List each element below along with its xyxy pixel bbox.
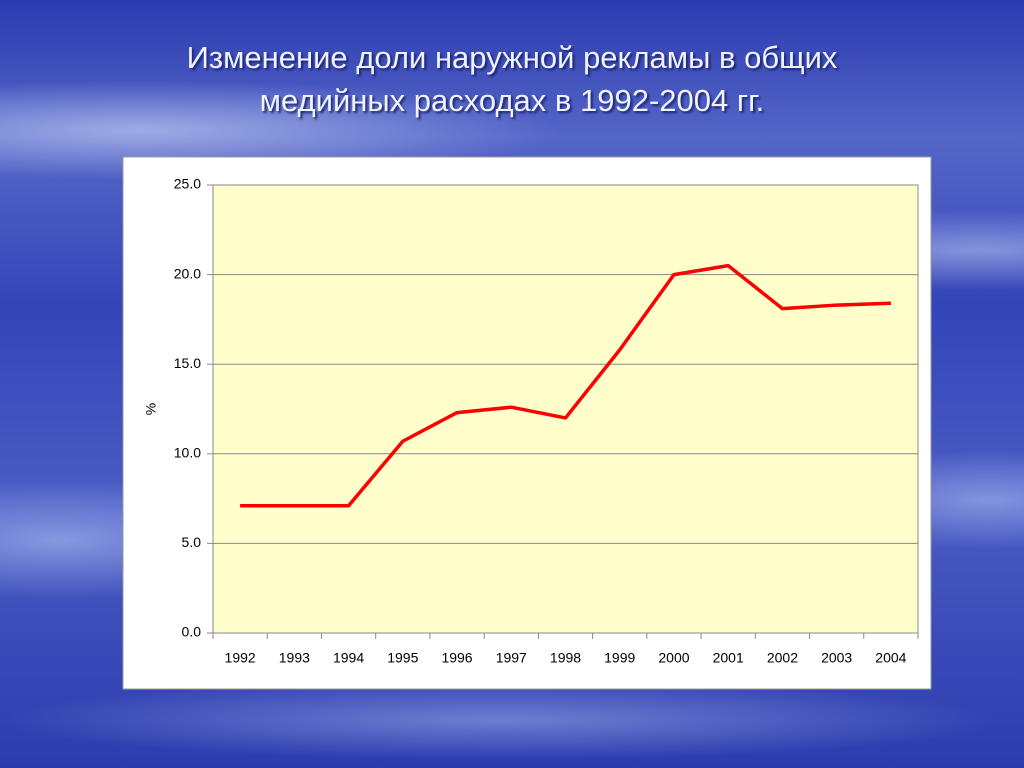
x-tick-label: 1995	[387, 650, 418, 666]
y-tick-label: 15.0	[174, 355, 201, 371]
x-tick-label: 1998	[550, 650, 581, 666]
x-tick-label: 2004	[875, 650, 906, 666]
slide-title: Изменение доли наружной рекламы в общих …	[186, 40, 838, 118]
y-tick-label: 10.0	[174, 445, 201, 461]
x-tick-label: 1999	[604, 650, 635, 666]
y-tick-label: 5.0	[182, 534, 202, 550]
x-tick-label: 2001	[713, 650, 744, 666]
x-tick-label: 1997	[496, 650, 527, 666]
y-tick-label: 20.0	[174, 265, 201, 281]
x-tick-label: 2002	[767, 650, 798, 666]
y-tick-label: 0.0	[182, 624, 202, 640]
plot-area	[212, 184, 919, 634]
x-tick-label: 1992	[225, 650, 256, 666]
x-tick-label: 1993	[279, 650, 310, 666]
x-tick-label: 2000	[658, 650, 689, 666]
data-line	[240, 263, 891, 508]
y-axis-label: %	[143, 403, 159, 415]
x-tick-label: 1994	[333, 650, 364, 666]
x-tick-label: 1996	[441, 650, 472, 666]
x-tick-label: 2003	[821, 650, 852, 666]
y-tick-label: 25.0	[174, 176, 201, 192]
